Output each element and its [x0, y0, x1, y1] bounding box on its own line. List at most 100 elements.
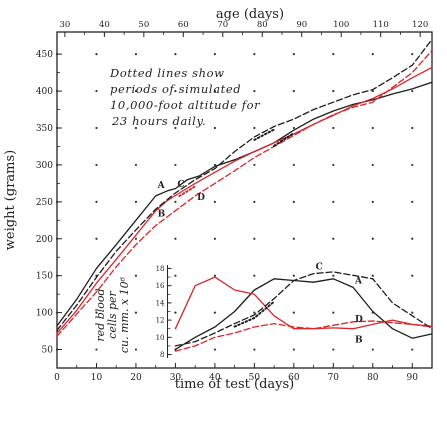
- series-label-d: D: [355, 315, 363, 325]
- inset-y-tick-label: 12: [156, 317, 165, 325]
- altitude-dotted-line: [253, 128, 276, 141]
- grid-dot: [292, 348, 295, 351]
- grid-dot: [411, 200, 414, 203]
- grid-dot: [332, 274, 335, 277]
- grid-dot: [371, 89, 374, 93]
- inset-y-tick-label: 16: [156, 282, 165, 290]
- grid-dot: [95, 53, 98, 56]
- top-tick-label: 80: [257, 20, 268, 30]
- grid-dot: [213, 163, 216, 167]
- grid-dot: [411, 274, 414, 277]
- x-tick-label: 70: [328, 373, 340, 383]
- grid-dot: [411, 311, 414, 314]
- series-label-a: A: [354, 276, 363, 286]
- grid-dot: [411, 89, 414, 93]
- plot-frame: [56, 31, 433, 369]
- grid-dot: [332, 89, 335, 93]
- inset-y-tick-label: 8: [160, 351, 164, 359]
- x-tick-label: 10: [91, 373, 103, 383]
- x-tick-label: 50: [249, 373, 261, 383]
- grid-dot: [253, 53, 256, 56]
- grid-dot: [371, 200, 374, 203]
- y-tick-label: 300: [36, 161, 53, 171]
- grid-dot: [411, 126, 414, 130]
- grid-dot: [253, 311, 256, 314]
- grid-dot: [174, 200, 177, 203]
- grid-dot: [332, 53, 335, 56]
- series-label-b: B: [158, 210, 166, 220]
- grid-dot: [253, 237, 256, 240]
- grid-dot: [253, 163, 256, 167]
- top-tick-label: 50: [138, 20, 149, 30]
- top-tick-label: 100: [333, 20, 349, 30]
- grid-dot: [95, 200, 98, 203]
- grid-dot: [134, 237, 138, 240]
- x-tick-label: 40: [209, 373, 221, 383]
- inset-y-tick-label: 10: [156, 334, 165, 342]
- x-tick-label: 30: [170, 373, 182, 383]
- grid-dot: [371, 53, 374, 56]
- grid-dot: [174, 311, 177, 314]
- top-tick-label: 70: [217, 20, 228, 30]
- y-tick-label: 350: [36, 124, 53, 134]
- top-tick-label: 60: [178, 20, 189, 30]
- series-label-d: D: [197, 193, 205, 203]
- grid-dot: [95, 311, 98, 314]
- grid-dot: [253, 274, 256, 277]
- inset-y-tick-label: 18: [156, 265, 165, 273]
- series-line-d-weight: [56, 49, 433, 337]
- grid-dot: [213, 200, 216, 203]
- annotation-line: 23 hours daily.: [111, 114, 206, 128]
- y-tick-label: 250: [36, 198, 53, 208]
- inset-ylabel-line: cu. mm. x 10⁶: [118, 276, 131, 353]
- x-tick-label: 20: [130, 373, 142, 383]
- grid-dot: [134, 126, 138, 130]
- grid-dot: [253, 200, 256, 203]
- annotation-line: Dotted lines show: [109, 66, 225, 80]
- grid-dot: [292, 237, 295, 240]
- annotation-line: 10,000-foot altitude for: [110, 98, 261, 112]
- grid-dot: [411, 348, 414, 351]
- grid-dot: [213, 348, 216, 351]
- grid-dot: [371, 274, 374, 277]
- grid-dot: [95, 89, 98, 93]
- y-tick-label: 150: [36, 272, 53, 282]
- grid-dot: [95, 126, 98, 130]
- grid-dot: [134, 53, 138, 56]
- grid-dot: [371, 163, 374, 167]
- y-axis-label: weight (grams): [3, 150, 18, 250]
- grid-dot: [332, 311, 335, 314]
- grid-dot: [253, 126, 256, 130]
- top-tick-label: 110: [373, 20, 389, 30]
- grid-dot: [332, 200, 335, 203]
- top-tick-label: 40: [99, 20, 110, 30]
- grid-dot: [292, 89, 295, 93]
- inset-ylabel-line: cells per: [106, 290, 119, 338]
- x-tick-label: 90: [407, 373, 419, 383]
- grid-dot: [213, 274, 216, 277]
- grid-dot: [174, 53, 177, 56]
- y-tick-label: 100: [36, 309, 53, 319]
- grid-dot: [134, 274, 138, 277]
- top-tick-label: 30: [59, 20, 70, 30]
- altitude-dotted-line: [233, 300, 276, 328]
- series-line-b-rbc: [174, 276, 433, 330]
- inset-y-tick-label: 14: [156, 299, 165, 307]
- grid-dot: [411, 163, 414, 167]
- altitude-dotted-segments: [178, 128, 295, 328]
- grid-dot: [411, 237, 414, 240]
- series-line-d-rbc: [174, 320, 433, 352]
- grid-dot: [213, 89, 216, 93]
- grid-dot: [292, 163, 295, 167]
- grid-dot: [134, 311, 138, 314]
- series-group: [56, 38, 433, 352]
- grid-dot: [95, 163, 98, 167]
- top-tick-label: 120: [412, 20, 428, 30]
- y-tick-label: 400: [36, 87, 53, 97]
- series-label-a: A: [157, 181, 166, 191]
- altitude-dotted-line: [178, 185, 197, 197]
- grid-dot: [174, 89, 177, 93]
- x-tick-label: 0: [54, 373, 60, 383]
- series-line-c-rbc: [174, 271, 433, 347]
